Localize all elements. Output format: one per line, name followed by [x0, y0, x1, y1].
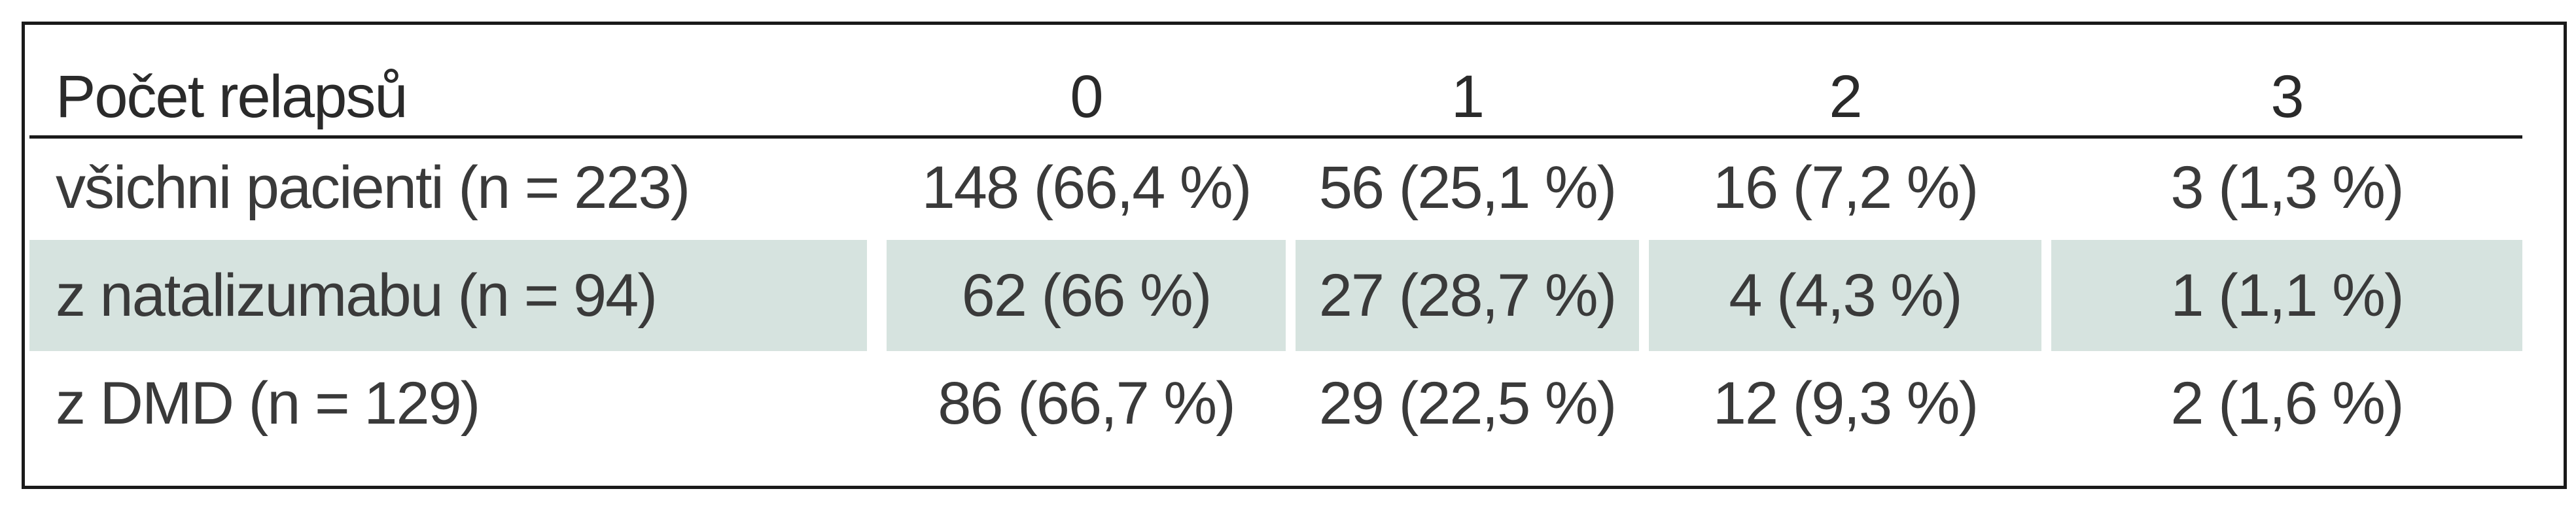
header-col-2: 2	[1829, 63, 1862, 130]
table-cell: 1 (1,1 %)	[2051, 240, 2522, 351]
table-cell: 29 (22,5 %)	[1318, 369, 1617, 437]
table-cell: 62 (66 %)	[887, 240, 1286, 351]
row-label: z DMD (n = 129)	[56, 369, 480, 437]
header-label: Počet relapsů	[56, 63, 408, 130]
table-cell: 2 (1,6 %)	[2170, 369, 2404, 437]
table-cell: 16 (7,2 %)	[1712, 154, 1979, 221]
table-row-dmd: z DMD (n = 129) 86 (66,7 %) 29 (22,5 %) …	[29, 351, 2522, 456]
table-cell: 3 (1,3 %)	[2170, 154, 2404, 221]
header-col-3: 3	[2270, 63, 2304, 130]
table-cell: 86 (66,7 %)	[938, 369, 1236, 437]
table-cell: 12 (9,3 %)	[1712, 369, 1979, 437]
row-label: všichni pacienti (n = 223)	[56, 154, 690, 221]
relapse-table: Počet relapsů 0 1 2 3 všichni pacienti (…	[29, 63, 2522, 456]
table-cell: 56 (25,1 %)	[1318, 154, 1617, 221]
table-cell: 27 (28,7 %)	[1296, 240, 1639, 351]
header-col-1: 1	[1451, 63, 1485, 130]
header-col-0: 0	[1070, 63, 1103, 130]
table-header-row: Počet relapsů 0 1 2 3	[29, 63, 2522, 135]
table-row-all-patients: všichni pacienti (n = 223) 148 (66,4 %) …	[29, 135, 2522, 240]
table-cell: 4 (4,3 %)	[1649, 240, 2041, 351]
table-cell: 148 (66,4 %)	[921, 154, 1252, 221]
row-label: z natalizumabu (n = 94)	[29, 240, 867, 351]
header-rule	[29, 135, 2522, 139]
table-row-natalizumab: z natalizumabu (n = 94) 62 (66 %) 27 (28…	[29, 240, 2522, 351]
